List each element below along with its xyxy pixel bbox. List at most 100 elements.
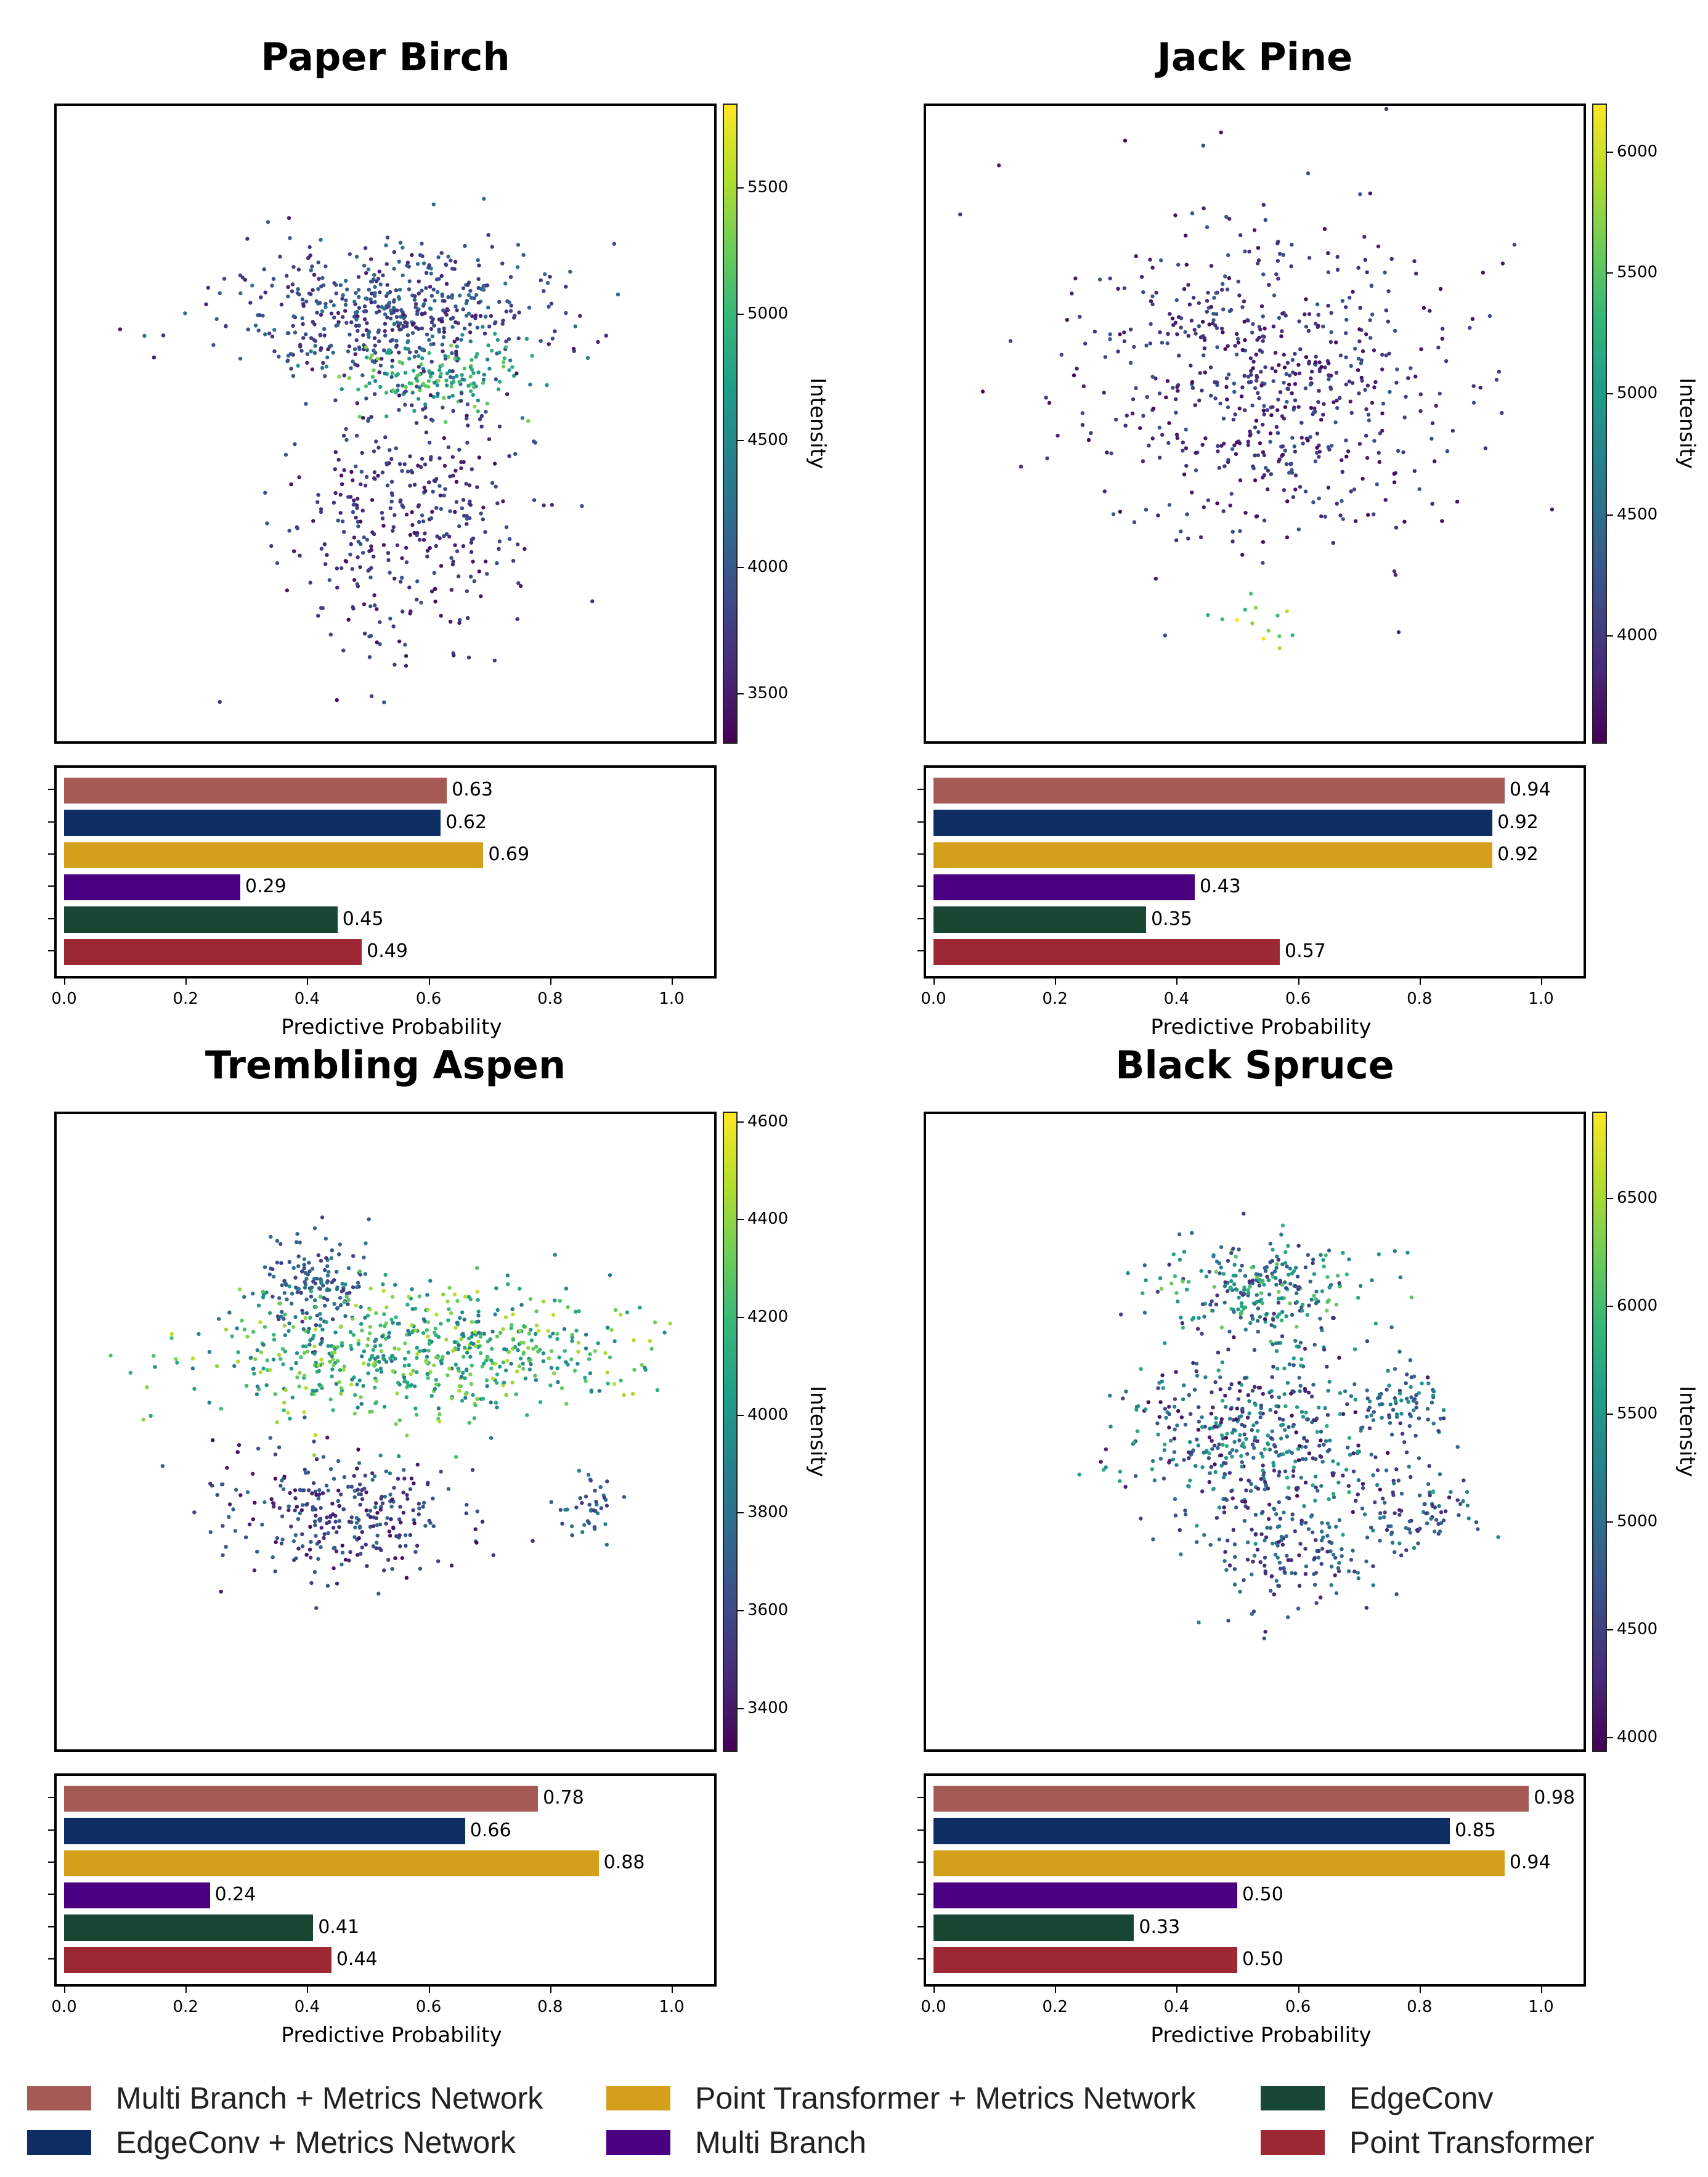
point xyxy=(394,343,399,348)
point xyxy=(340,1343,344,1348)
point xyxy=(497,299,502,304)
point xyxy=(1255,1319,1260,1323)
point xyxy=(448,474,452,479)
point xyxy=(1266,629,1271,633)
point xyxy=(1109,451,1113,455)
point xyxy=(359,470,364,474)
point xyxy=(329,343,333,348)
point xyxy=(1391,1490,1395,1495)
point xyxy=(325,1435,330,1440)
point xyxy=(1142,1263,1147,1268)
point xyxy=(389,479,394,484)
point xyxy=(356,1553,360,1557)
point xyxy=(291,314,296,319)
point xyxy=(341,315,345,319)
point xyxy=(542,503,546,508)
point xyxy=(1373,380,1378,385)
point xyxy=(283,1349,288,1354)
point xyxy=(1256,246,1261,250)
y-tick xyxy=(917,1926,924,1927)
point xyxy=(412,482,417,487)
point xyxy=(445,1299,450,1304)
x-tick xyxy=(1176,1987,1178,1993)
point xyxy=(1250,621,1255,625)
point xyxy=(476,1298,480,1302)
point xyxy=(434,506,439,510)
colorbar-tick xyxy=(738,440,744,442)
point xyxy=(391,1320,395,1325)
point xyxy=(1334,340,1338,344)
point xyxy=(1072,373,1076,378)
bar-value-label: 0.33 xyxy=(1139,1916,1181,1938)
point xyxy=(466,423,470,428)
point xyxy=(604,1542,609,1547)
point xyxy=(1184,446,1189,450)
point xyxy=(1325,1521,1330,1526)
point xyxy=(320,1327,325,1332)
point xyxy=(1224,1444,1229,1449)
point xyxy=(1352,1569,1357,1574)
point xyxy=(1261,540,1266,544)
point xyxy=(1150,302,1155,307)
point xyxy=(407,1332,412,1337)
point xyxy=(1326,303,1330,308)
point xyxy=(304,1311,309,1316)
point xyxy=(317,1383,322,1387)
point xyxy=(1290,1512,1295,1516)
point xyxy=(253,1357,258,1361)
point xyxy=(1259,1532,1264,1536)
point xyxy=(290,1395,295,1400)
point xyxy=(1331,1459,1335,1463)
point xyxy=(1295,1324,1299,1329)
point xyxy=(309,1392,314,1396)
point xyxy=(323,305,328,309)
point xyxy=(1314,1538,1318,1542)
point xyxy=(1232,1542,1237,1547)
point xyxy=(445,307,449,311)
point xyxy=(1380,428,1385,433)
point xyxy=(315,1276,319,1281)
point xyxy=(311,1279,315,1284)
point xyxy=(484,1378,489,1383)
point xyxy=(1277,634,1282,638)
point xyxy=(1174,1370,1178,1374)
point xyxy=(444,383,449,388)
point xyxy=(1429,436,1434,441)
probability-bar xyxy=(933,874,1195,901)
point xyxy=(261,1290,265,1294)
point xyxy=(1250,330,1255,335)
point xyxy=(1280,311,1285,315)
point xyxy=(1214,1302,1219,1307)
point xyxy=(280,1346,285,1351)
point xyxy=(1312,1572,1316,1576)
point xyxy=(296,1547,301,1551)
point xyxy=(351,606,356,611)
point xyxy=(454,500,459,504)
y-tick xyxy=(917,1797,924,1799)
colorbar-tick xyxy=(1607,1197,1613,1199)
bar-value-label: 0.29 xyxy=(245,876,287,898)
point xyxy=(340,519,345,524)
point xyxy=(1396,1478,1401,1483)
point xyxy=(1362,1512,1367,1516)
point xyxy=(1271,1364,1275,1369)
point xyxy=(1157,425,1161,430)
point xyxy=(1263,1555,1267,1560)
point xyxy=(394,338,399,343)
point xyxy=(1197,301,1201,306)
point xyxy=(1250,1443,1255,1447)
point xyxy=(1302,1436,1306,1441)
point xyxy=(1425,1375,1430,1380)
point xyxy=(372,449,376,454)
point xyxy=(484,1358,489,1363)
point xyxy=(1368,336,1373,340)
point xyxy=(1251,366,1255,370)
point xyxy=(1218,1423,1222,1428)
point xyxy=(1263,1479,1267,1484)
point xyxy=(1319,365,1324,369)
point xyxy=(417,354,421,358)
point xyxy=(497,380,502,384)
point xyxy=(1144,1278,1148,1282)
point xyxy=(1325,1449,1330,1454)
bar-value-label: 0.92 xyxy=(1497,843,1539,865)
